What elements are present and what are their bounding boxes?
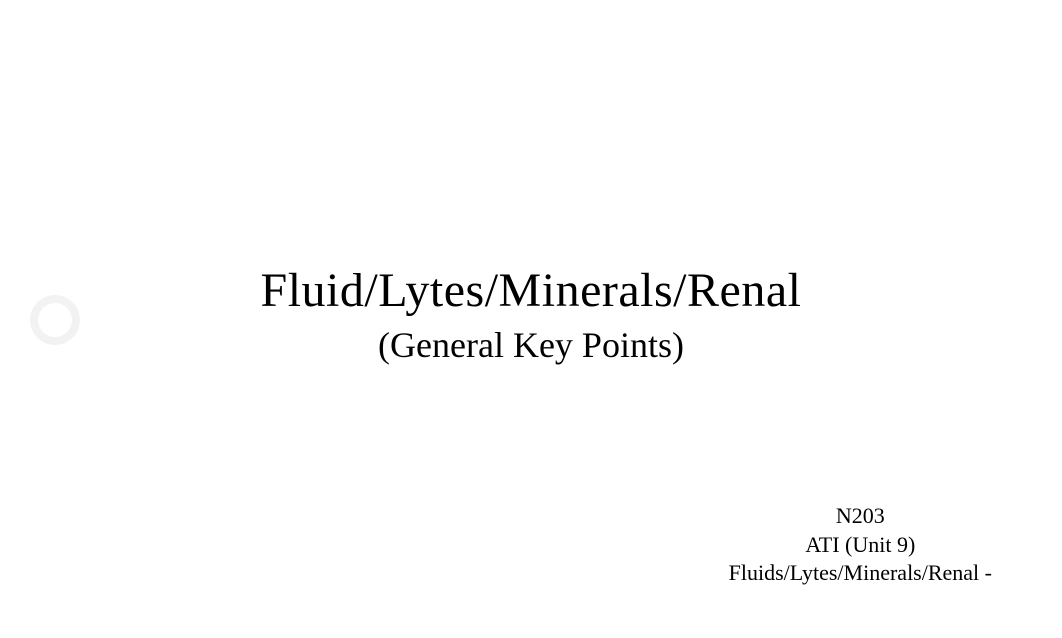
slide-container: Fluid/Lytes/Minerals/Renal (General Key … (0, 0, 1062, 638)
footer-line-3: Fluids/Lytes/Minerals/Renal - (729, 559, 992, 588)
footer-block: N203 ATI (Unit 9) Fluids/Lytes/Minerals/… (729, 502, 992, 588)
title-block: Fluid/Lytes/Minerals/Renal (General Key … (0, 262, 1062, 367)
footer-line-2: ATI (Unit 9) (729, 531, 992, 560)
footer-line-1: N203 (729, 502, 992, 531)
slide-subtitle: (General Key Points) (0, 324, 1062, 367)
slide-title: Fluid/Lytes/Minerals/Renal (0, 262, 1062, 320)
